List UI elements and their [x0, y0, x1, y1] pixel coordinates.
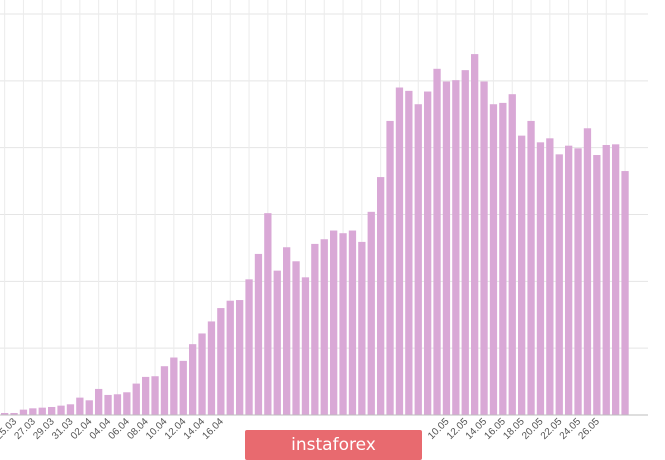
- bar: [574, 148, 582, 415]
- bar: [160, 366, 169, 415]
- bar: [10, 412, 18, 415]
- bar: [48, 406, 56, 415]
- bar: [320, 239, 328, 415]
- bar: [546, 138, 554, 415]
- bar: [236, 300, 244, 415]
- bar: [38, 407, 46, 415]
- bar: [330, 230, 338, 415]
- bar: [1, 412, 9, 415]
- bar: [301, 277, 310, 415]
- bar: [254, 253, 263, 415]
- bar: [311, 243, 319, 415]
- bar: [395, 87, 404, 416]
- bar: [170, 357, 178, 415]
- bar: [292, 261, 300, 415]
- bar: [593, 155, 601, 416]
- x-tick-label: 16.04: [200, 416, 226, 442]
- bar: [424, 91, 432, 415]
- watermark-text: instaforex: [291, 435, 376, 455]
- bar: [198, 333, 206, 415]
- bar: [283, 247, 291, 415]
- bar: [273, 270, 281, 415]
- bar: [85, 400, 93, 415]
- bar: [433, 68, 441, 415]
- bar: [76, 397, 84, 415]
- bar: [104, 394, 112, 415]
- bar: [217, 308, 225, 415]
- bar: [583, 128, 592, 415]
- bar: [207, 321, 216, 415]
- bar: [621, 171, 629, 415]
- bar: [452, 80, 460, 415]
- bar: [555, 154, 563, 415]
- bar: [95, 388, 103, 415]
- bar: [264, 213, 272, 415]
- bar: [339, 233, 347, 415]
- bar: [66, 404, 75, 415]
- bar: [179, 360, 187, 415]
- bar: [414, 104, 422, 415]
- bar: [367, 211, 375, 415]
- bar: [489, 104, 498, 415]
- bar: [142, 376, 150, 415]
- bar: [602, 144, 610, 415]
- bar: [442, 81, 451, 416]
- bar: [612, 144, 620, 415]
- bar: [151, 376, 159, 415]
- bar: [527, 120, 535, 415]
- bar: [508, 94, 516, 415]
- bar: [377, 177, 385, 415]
- bar: [518, 135, 526, 416]
- bar: [461, 70, 469, 415]
- bar: [29, 408, 37, 415]
- bar: [19, 409, 28, 415]
- bar: [348, 230, 357, 415]
- bar: [113, 394, 122, 415]
- bar: [189, 344, 197, 415]
- bar: [386, 120, 394, 415]
- bar: [471, 54, 479, 415]
- bar: [405, 90, 413, 415]
- bar: [536, 142, 545, 415]
- bar: [226, 300, 234, 415]
- x-tick-label: 26.05: [576, 416, 602, 442]
- bars: [1, 54, 629, 416]
- bar: [123, 392, 131, 415]
- bar: [565, 145, 573, 415]
- bar: [57, 405, 65, 415]
- bar: [358, 241, 366, 415]
- bar: [480, 81, 488, 416]
- watermark-badge: instaforex: [245, 430, 422, 460]
- bar: [245, 279, 253, 415]
- bar: [132, 383, 140, 415]
- bar: [499, 102, 507, 415]
